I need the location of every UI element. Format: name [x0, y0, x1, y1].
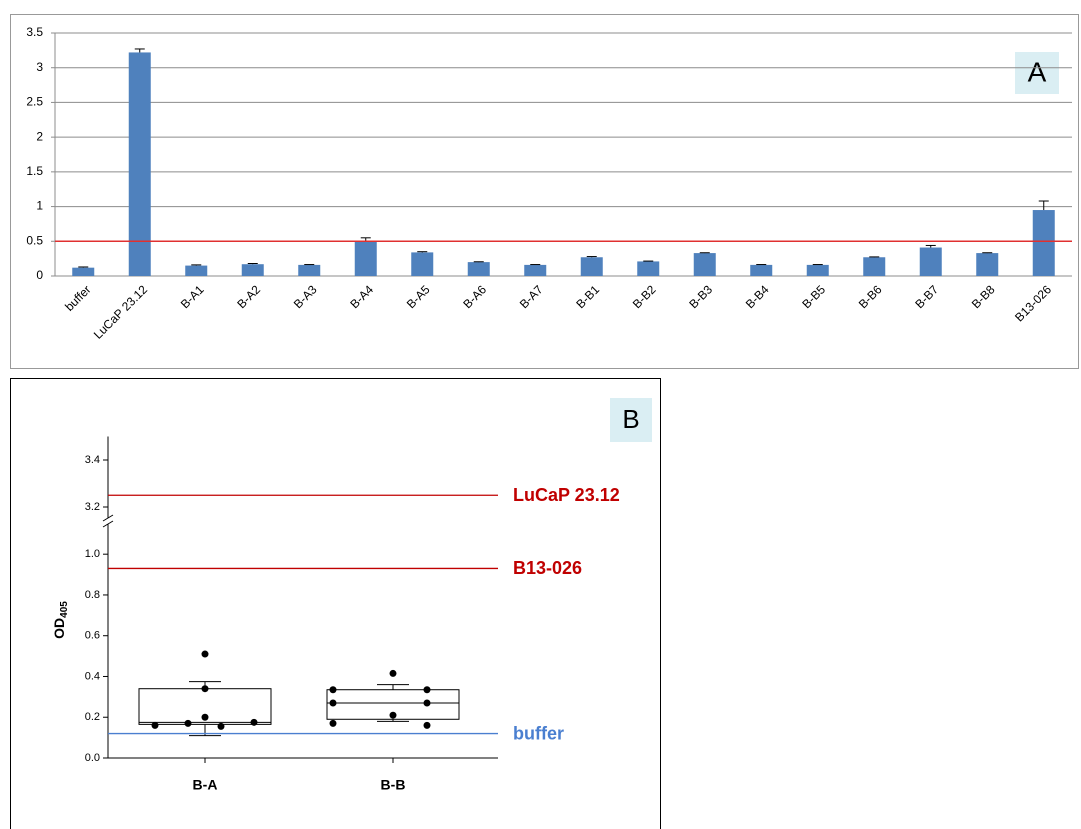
data-point [329, 699, 337, 707]
data-point [201, 650, 209, 658]
x-tick-label: B-B7 [912, 282, 941, 311]
data-point [329, 686, 337, 694]
y-tick-label: 3 [36, 60, 43, 74]
x-tick-label: B-A6 [460, 282, 489, 311]
bar [693, 253, 716, 276]
data-point [151, 721, 159, 729]
panel-a-frame [10, 14, 1079, 369]
panel-b-frame [10, 378, 661, 829]
y-axis-label-sub: 405 [59, 601, 70, 618]
data-point [423, 699, 431, 707]
bar [298, 264, 321, 276]
x-tick-label: buffer [62, 282, 93, 313]
y-tick-label: 0.5 [26, 233, 43, 247]
x-tick-label: B-B1 [573, 282, 602, 311]
panel-b-label: B [622, 404, 639, 434]
bar [580, 257, 603, 276]
y-tick-label: 0.2 [85, 711, 100, 723]
bar [72, 267, 95, 276]
x-tick-label: B-B4 [743, 282, 772, 311]
y-axis-label-main: OD [51, 618, 67, 639]
x-tick-label: B-B8 [969, 282, 998, 311]
reference-label: buffer [513, 723, 564, 743]
data-point [201, 685, 209, 693]
bar [241, 264, 264, 276]
bar [128, 52, 151, 276]
x-tick-label: B-A [193, 777, 218, 793]
x-tick-label: B-B [381, 777, 406, 793]
y-tick-label: 1 [36, 199, 43, 213]
x-tick-label: B-A2 [234, 282, 263, 311]
y-tick-label: 0.6 [85, 630, 100, 642]
y-tick-label: 0.4 [85, 670, 100, 682]
panel-a-label: A [1028, 56, 1047, 87]
data-point [329, 719, 337, 727]
bar [1032, 210, 1055, 276]
panel-a-badge [1015, 52, 1059, 94]
reference-label: LuCaP 23.12 [513, 485, 620, 505]
y-tick-label: 2.5 [26, 95, 43, 109]
bar [411, 252, 434, 276]
bar [467, 262, 490, 276]
x-tick-label: B-B6 [856, 282, 885, 311]
data-point [423, 686, 431, 694]
bar [863, 257, 886, 276]
y-tick-label: 2 [36, 129, 43, 143]
bar [185, 265, 208, 276]
x-tick-label: B-A7 [517, 282, 546, 311]
bar [976, 253, 999, 276]
data-point [389, 711, 397, 719]
y-tick-label: 0 [36, 268, 43, 282]
axis-break [102, 514, 114, 522]
bar [637, 261, 660, 276]
x-tick-label: B-A3 [291, 282, 320, 311]
panel-b-badge [610, 398, 652, 442]
reference-label: B13-026 [513, 558, 582, 578]
bar [806, 264, 829, 276]
y-tick-label: 3.2 [85, 501, 100, 513]
y-tick-label: 0.0 [85, 752, 100, 764]
x-tick-label: B-B2 [630, 282, 659, 311]
y-tick-label: 0.8 [85, 589, 100, 601]
data-point [217, 722, 225, 730]
bar [750, 264, 773, 276]
x-tick-label: B-A5 [404, 282, 433, 311]
y-axis-label: OD405 [51, 601, 70, 639]
bar [919, 247, 942, 276]
bar [354, 240, 377, 276]
axis-break [102, 520, 114, 528]
y-tick-label: 1.0 [85, 548, 100, 560]
y-tick-label: 3.5 [26, 25, 43, 39]
data-point [201, 713, 209, 721]
x-tick-label: B-B3 [686, 282, 715, 311]
x-tick-label: B-A1 [178, 282, 207, 311]
x-tick-label: LuCaP 23.12 [91, 282, 151, 342]
x-tick-label: B-B5 [799, 282, 828, 311]
y-tick-label: 1.5 [26, 164, 43, 178]
data-point [184, 719, 192, 727]
y-tick-label: 3.4 [85, 454, 100, 466]
x-tick-label: B13-026 [1012, 282, 1054, 324]
data-point [389, 669, 397, 677]
bar [524, 264, 547, 276]
x-tick-label: B-A4 [347, 282, 376, 311]
data-point [423, 721, 431, 729]
data-point [250, 718, 258, 726]
